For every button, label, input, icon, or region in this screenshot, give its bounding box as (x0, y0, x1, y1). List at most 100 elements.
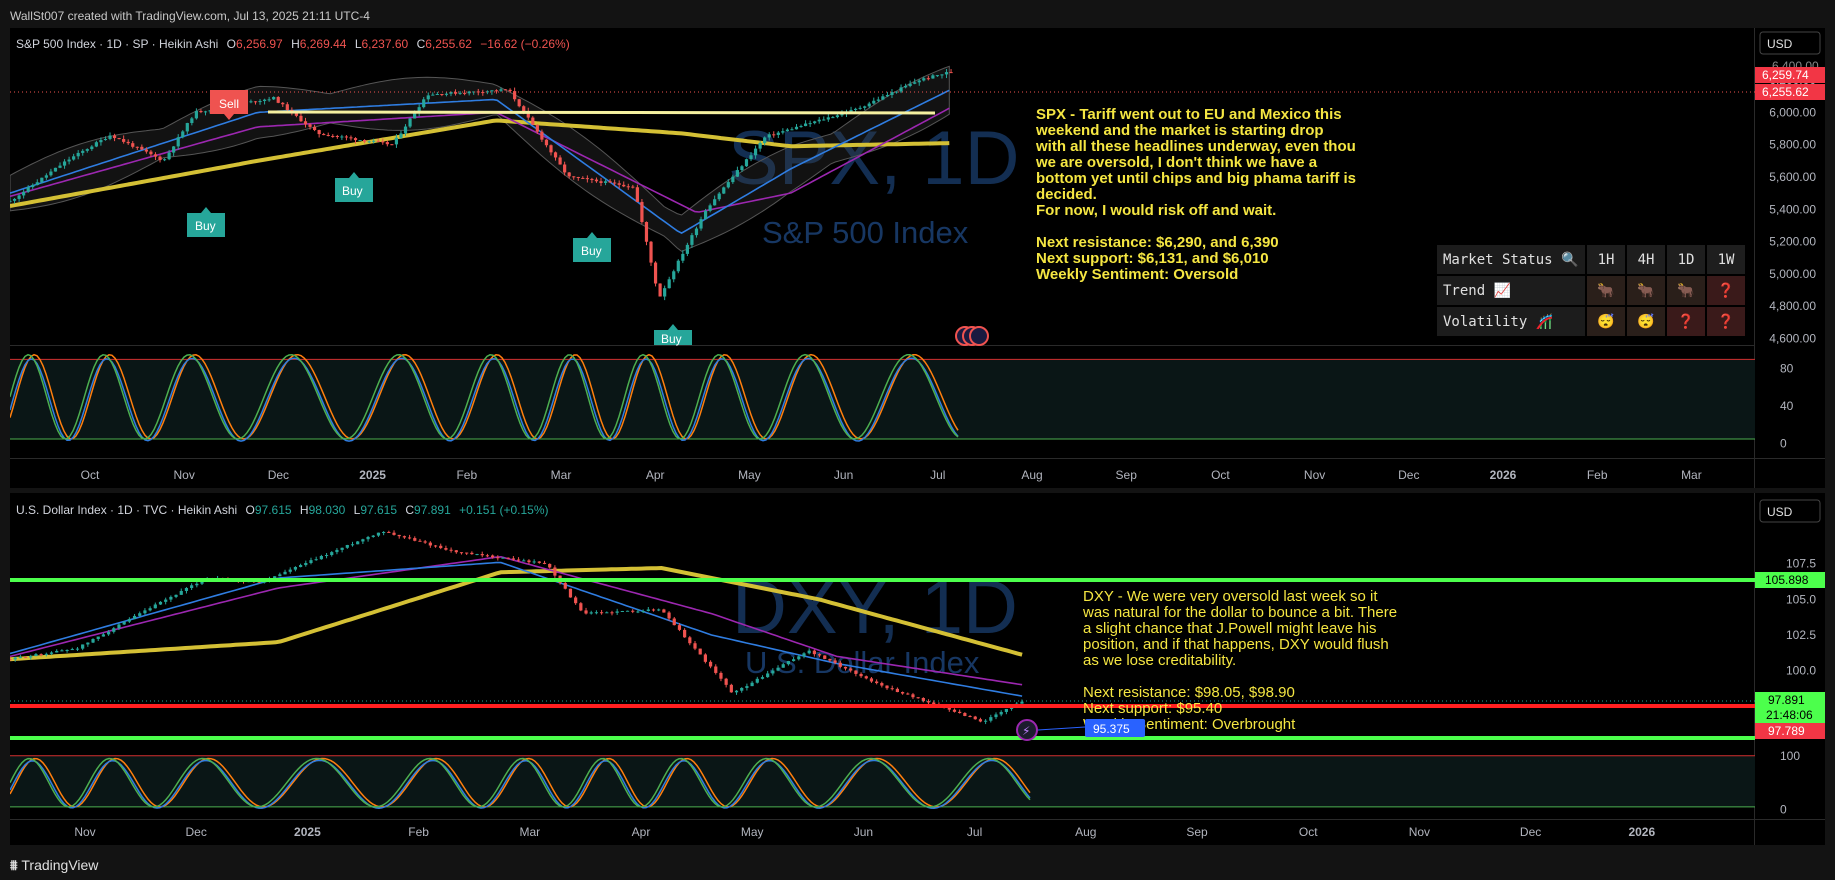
candle (635, 184, 639, 203)
candle-body (651, 609, 656, 611)
candle-body (872, 100, 876, 104)
candle (803, 120, 808, 127)
dxy-legend-high: 98.030 (309, 503, 346, 517)
candle-body (96, 636, 100, 640)
candle-body (459, 552, 464, 554)
candle (963, 712, 967, 717)
candle (532, 559, 536, 564)
ma20-line[interactable] (10, 89, 950, 235)
spx-note: SPX - Tariff went out to EU and Mexico t… (1035, 106, 1356, 283)
spx-legend-name: S&P 500 Index · 1D · SP · Heikin Ashi (16, 37, 218, 51)
candle-body (858, 107, 862, 109)
candle-body (854, 670, 858, 674)
candle-body (767, 134, 771, 138)
candle-body (626, 186, 630, 188)
candle (999, 710, 1003, 717)
candle (885, 685, 889, 690)
candle-body (763, 137, 767, 144)
candle-body (731, 176, 735, 183)
volatility-row: Volatility 🎢 😴 😴 ❓ ❓ (1435, 305, 1747, 338)
candle (13, 656, 17, 662)
candle-body (22, 191, 26, 196)
dxy-oscillator[interactable] (10, 755, 1755, 809)
candle (440, 93, 444, 97)
candle-body (392, 532, 396, 535)
spx-currency-button[interactable] (1759, 31, 1821, 55)
candle (849, 667, 853, 673)
tradingview-logo[interactable]: ⩩ TradingView (10, 857, 98, 874)
candle-body (276, 97, 280, 103)
ma200-line[interactable] (10, 565, 1023, 662)
candle-body (496, 557, 500, 559)
spx-chart[interactable]: S&P 500 Index · 1D · SP · Heikin Ashi O6… (10, 28, 1825, 488)
dxy-price-axis[interactable] (1755, 493, 1825, 845)
candle-body (60, 650, 64, 652)
candle-body (522, 560, 526, 562)
candle (613, 179, 617, 186)
candle-body (875, 681, 879, 684)
event-markers[interactable] (955, 326, 989, 346)
spx-price-axis[interactable] (1755, 28, 1825, 488)
note-line: as we lose creditability. (1083, 652, 1236, 669)
candle-body (576, 177, 580, 179)
dxy-oscillator-axis: 0 100 (1780, 749, 1800, 817)
dxy-panel[interactable]: U.S. Dollar Index · 1D · TVC · Heikin As… (10, 493, 1825, 845)
event-flag-icon[interactable] (969, 326, 989, 346)
candle-body (272, 97, 276, 100)
candle (326, 132, 330, 137)
buy-signal-2[interactable]: Buy (335, 172, 373, 202)
x-tick-label: Sep (1116, 468, 1138, 482)
ma200-line[interactable] (10, 118, 950, 208)
candle-body (989, 717, 993, 721)
spx-time-axis[interactable]: Oct Nov Dec 2025 Feb Mar Apr May Jun Jul Aug Sep Oct… (81, 468, 1702, 482)
candle (135, 146, 139, 150)
candle-body (568, 588, 573, 598)
spx-oscillator[interactable] (10, 353, 1755, 442)
candle-body (283, 571, 287, 575)
spx-legend-o-label: O (227, 37, 236, 51)
candle-body (963, 713, 967, 716)
buy-signal-3[interactable]: Buy (573, 232, 611, 262)
candle (70, 647, 74, 651)
buy-signal-4[interactable]: Buy (654, 324, 692, 346)
dxy-y-axis: 100.0 102.5 105.0 107.5 (1786, 557, 1816, 678)
candle-body (735, 170, 739, 177)
spx-resistance-line[interactable] (267, 110, 936, 115)
dxy-chart[interactable]: U.S. Dollar Index · 1D · TVC · Heikin As… (10, 493, 1825, 845)
candle (272, 96, 276, 101)
ma50-line[interactable] (10, 555, 1023, 686)
note-line (1083, 668, 1087, 685)
candle-body (613, 182, 617, 184)
osc-tick-label: 0 (1780, 437, 1787, 451)
spx-panel[interactable]: S&P 500 Index · 1D · SP · Heikin Ashi O6… (10, 28, 1825, 488)
candle-body (494, 90, 499, 92)
sell-signal[interactable]: Sell (210, 90, 248, 120)
candle-body (635, 187, 639, 202)
candle (132, 613, 137, 620)
lightning-icon[interactable] (1016, 719, 1038, 741)
ma20-line[interactable] (10, 561, 1023, 697)
candle-body (610, 612, 614, 614)
note-line: was natural for the dollar to bounce a b… (1082, 604, 1397, 621)
spx-watermark-sub: S&P 500 Index (762, 215, 969, 250)
candle (356, 540, 360, 545)
dxy-time-axis[interactable]: Nov Dec 2025 Feb Mar Apr May Jun Jul Aug Sep Oct Nov… (74, 825, 1655, 839)
candle (833, 658, 837, 665)
candle (984, 719, 988, 725)
x-tick-label: Mar (519, 825, 540, 839)
candle-body (553, 152, 558, 158)
candle-body (729, 684, 733, 693)
x-tick-label: Oct (1299, 825, 1318, 839)
candle (399, 130, 403, 139)
dxy-currency-button[interactable] (1759, 499, 1821, 523)
candle-body (853, 108, 858, 110)
spx-price-tag-2 (1755, 84, 1825, 100)
candle (781, 662, 785, 668)
buy-signal-1[interactable]: Buy (187, 207, 225, 237)
candle-body (12, 198, 17, 201)
footer: ⩩ TradingView (0, 850, 1835, 880)
candle-body (544, 139, 549, 146)
dxy-candles (10, 530, 1024, 725)
candle (299, 563, 303, 568)
x-tick-label: Nov (1409, 825, 1430, 839)
